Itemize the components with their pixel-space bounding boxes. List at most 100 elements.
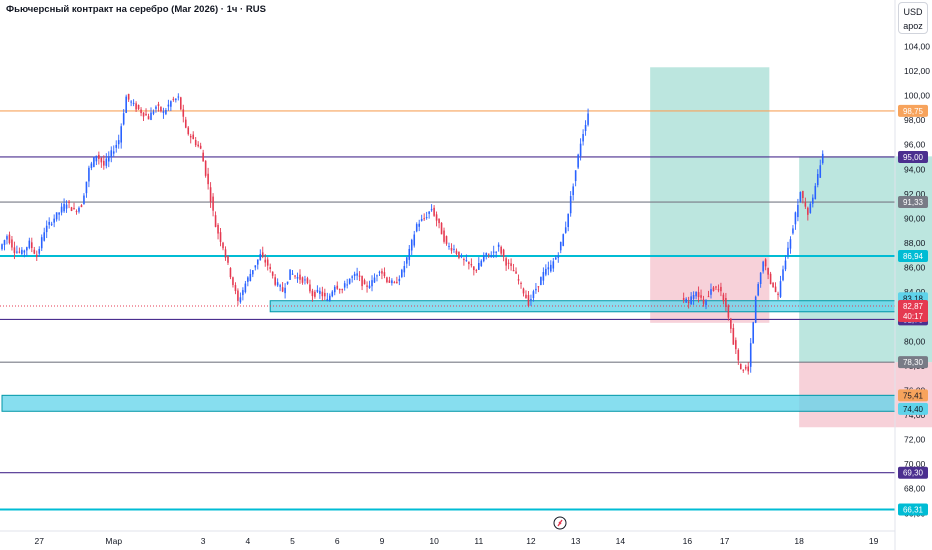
candle-body xyxy=(505,258,507,266)
candle-body xyxy=(232,277,234,285)
time-tick-label: 9 xyxy=(380,536,385,546)
candle-body xyxy=(386,277,388,283)
candle-body xyxy=(807,207,809,215)
candle-body xyxy=(140,109,142,114)
candle-body xyxy=(388,280,391,283)
price-tick-label: 92,00 xyxy=(904,189,926,199)
candle-body xyxy=(692,295,695,299)
candle-body xyxy=(490,255,493,258)
candle-body xyxy=(525,294,527,299)
candle-body xyxy=(408,248,411,260)
candle-body xyxy=(393,282,396,284)
candle-body xyxy=(242,290,244,296)
candle-body xyxy=(103,160,105,166)
candle-body xyxy=(772,282,774,288)
candle-body xyxy=(135,103,137,110)
candle-body xyxy=(333,286,336,293)
candle-body xyxy=(341,289,344,291)
time-axis[interactable]: 27 Мар 3 4 5 6 9 10 11 12 13 14 16 17 18 19 xyxy=(35,536,879,546)
candle-body xyxy=(16,251,18,253)
candle-body xyxy=(23,250,26,253)
candle-body xyxy=(130,101,132,103)
candle-body xyxy=(167,104,170,107)
price-tick-label: 74,00 xyxy=(904,410,926,420)
candle-body xyxy=(261,252,264,257)
candle-body xyxy=(450,248,453,251)
candle-body xyxy=(487,253,490,255)
candle-body xyxy=(497,244,500,247)
candle-body xyxy=(264,259,267,263)
candle-body xyxy=(137,104,140,110)
candle-body xyxy=(132,102,135,104)
candle-body xyxy=(356,273,358,276)
price-tick-label: 98,00 xyxy=(904,115,926,125)
candle-body xyxy=(564,227,567,233)
candle-body xyxy=(348,278,351,284)
candle-body xyxy=(764,259,767,267)
currency-selector[interactable]: USD apoz xyxy=(898,2,928,34)
time-tick-label: 19 xyxy=(869,536,879,546)
candle-body xyxy=(100,158,103,163)
time-tick-label: 27 xyxy=(35,536,45,546)
candle-body xyxy=(239,297,242,303)
candle-body xyxy=(336,285,339,289)
candle-body xyxy=(373,277,376,283)
candle-body xyxy=(443,230,445,242)
candle-body xyxy=(207,173,209,185)
line-price-badge-bg xyxy=(898,104,928,117)
candle-body xyxy=(8,234,11,244)
candle-body xyxy=(33,249,36,254)
candle-body xyxy=(584,124,587,131)
position-target-zone xyxy=(650,67,770,256)
candle-body xyxy=(309,284,311,292)
line-price-badge-bg xyxy=(898,249,928,262)
candle-body xyxy=(391,280,393,284)
candle-body xyxy=(28,240,31,248)
candle-body xyxy=(306,278,309,284)
candle-body xyxy=(286,281,289,284)
candle-body xyxy=(63,203,65,212)
candle-body xyxy=(296,276,299,279)
candle-body xyxy=(478,263,480,270)
candle-body xyxy=(331,291,334,297)
countdown-badge: 40:17 xyxy=(903,312,924,321)
candle-body xyxy=(338,289,341,291)
candle-body xyxy=(587,113,589,125)
candle-body xyxy=(401,269,403,277)
candle-body xyxy=(271,271,274,276)
candle-body xyxy=(502,249,505,257)
candle-body xyxy=(423,218,425,220)
candle-body xyxy=(75,211,78,213)
candle-body xyxy=(249,273,252,282)
time-tick-label: 11 xyxy=(474,536,483,546)
price-tick-label: 84,00 xyxy=(904,287,926,297)
candle-body xyxy=(757,284,759,296)
candle-body xyxy=(142,112,145,117)
candle-body xyxy=(545,268,547,275)
line-price-badge: 95,00 xyxy=(903,153,924,162)
time-tick-label: 13 xyxy=(571,536,581,546)
time-marker-icon[interactable] xyxy=(553,516,567,530)
candle-body xyxy=(353,273,356,277)
candle-body xyxy=(552,261,555,269)
candle-body xyxy=(378,271,381,273)
zone-price-badge: 75,41 xyxy=(903,391,924,400)
candle-body xyxy=(112,151,115,154)
candle-body xyxy=(567,213,569,228)
candle-body xyxy=(361,276,363,287)
line-price-badge-bg xyxy=(898,466,928,479)
candle-body xyxy=(366,285,368,287)
candle-body xyxy=(717,289,720,291)
candle-body xyxy=(21,249,23,255)
candle-body xyxy=(314,291,316,297)
candle-body xyxy=(754,296,757,323)
candle-body xyxy=(222,242,224,249)
candle-body xyxy=(480,260,483,267)
candle-body xyxy=(68,201,70,204)
zone-price-badge: 83,18 xyxy=(903,294,924,303)
candle-body xyxy=(700,295,702,298)
candle-body xyxy=(398,278,401,282)
candle-body xyxy=(301,277,304,283)
